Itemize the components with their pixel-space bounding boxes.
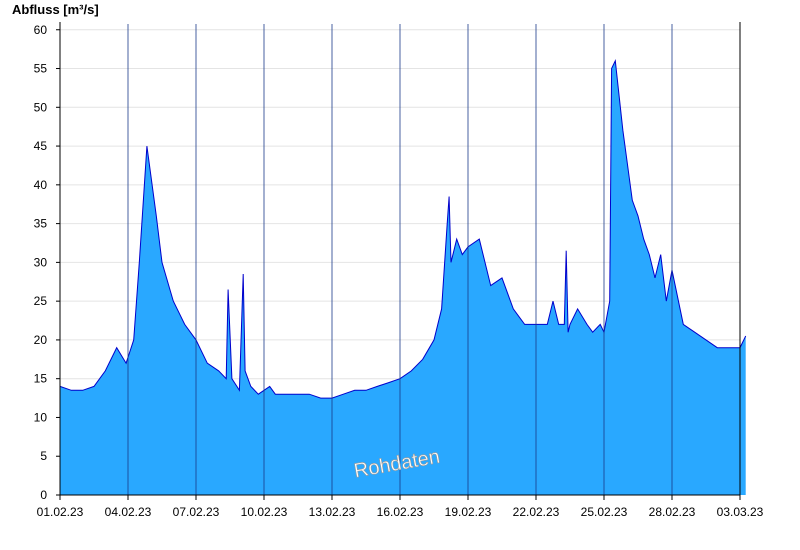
y-tick-label: 45 [34, 139, 48, 153]
x-tick-label: 28.02.23 [649, 505, 696, 519]
discharge-line [59, 59, 747, 399]
y-axis-ticks: 0 5 10 15 20 25 30 35 40 45 50 55 60 [34, 23, 60, 502]
y-axis-label: Abfluss [m³/s] [12, 2, 99, 17]
x-tick-label: 25.02.23 [581, 505, 628, 519]
y-tick-label: 50 [34, 100, 48, 114]
x-tick-label: 19.02.23 [445, 505, 492, 519]
y-tick-label: 40 [34, 178, 48, 192]
y-tick-label: 60 [34, 23, 48, 37]
y-tick-label: 10 [34, 410, 48, 424]
x-tick-label: 04.02.23 [105, 505, 152, 519]
x-tick-label: 13.02.23 [309, 505, 356, 519]
x-tick-label: 01.02.23 [37, 505, 84, 519]
y-tick-label: 15 [34, 372, 48, 386]
y-tick-label: 25 [34, 294, 48, 308]
x-tick-label: 16.02.23 [377, 505, 424, 519]
y-tick-label: 30 [34, 255, 48, 269]
x-tick-label: 03.03.23 [717, 505, 764, 519]
y-tick-label: 35 [34, 217, 48, 231]
x-tick-label: 10.02.23 [241, 505, 288, 519]
y-tick-label: 0 [40, 488, 47, 502]
x-tick-label: 07.02.23 [173, 505, 220, 519]
day-separator-lines [127, 24, 673, 495]
y-tick-label: 55 [34, 62, 48, 76]
discharge-series [59, 59, 747, 496]
discharge-area [60, 60, 746, 496]
y-tick-label: 5 [40, 449, 47, 463]
x-axis-ticks: 01.02.23 04.02.23 07.02.23 10.02.23 13.02.23… [37, 495, 764, 519]
y-tick-label: 20 [34, 333, 48, 347]
x-tick-label: 22.02.23 [513, 505, 560, 519]
